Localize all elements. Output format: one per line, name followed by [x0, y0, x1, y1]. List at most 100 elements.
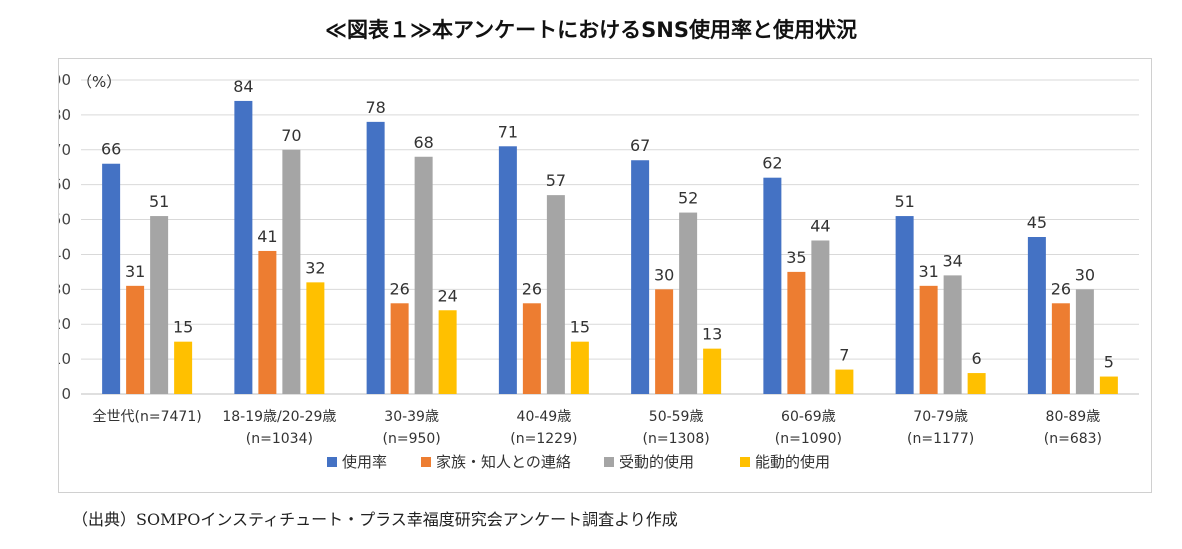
x-tick-label: 70-79歳 — [913, 409, 968, 425]
bar — [174, 341, 193, 394]
data-label: 32 — [305, 258, 325, 277]
data-label: 78 — [365, 98, 385, 117]
data-label: 84 — [233, 77, 253, 96]
x-tick-label: 18-19歳/20-29歳 — [222, 409, 336, 425]
x-tick-label-n: (n=1090) — [775, 431, 842, 447]
bar — [631, 160, 650, 394]
x-tick-label: 全世代(n=7471) — [93, 408, 202, 425]
y-tick-label: 40 — [59, 245, 71, 263]
bar — [126, 285, 145, 394]
bar — [570, 341, 589, 394]
bar — [546, 195, 565, 394]
bar — [438, 310, 457, 394]
bar — [811, 240, 830, 394]
bar — [306, 282, 325, 394]
y-unit-label: （%） — [77, 73, 121, 91]
bar — [943, 275, 962, 394]
legend-swatch — [421, 457, 431, 467]
bar — [703, 348, 722, 394]
data-label: 68 — [413, 133, 433, 152]
bar — [1051, 303, 1070, 394]
data-label: 62 — [762, 154, 782, 173]
data-label: 70 — [281, 126, 301, 145]
bar-chart: 0102030405060708090 （%） 6684787167625145… — [59, 71, 1139, 471]
y-tick-label: 60 — [59, 176, 71, 194]
y-tick-label: 90 — [59, 71, 71, 89]
data-label: 6 — [972, 349, 982, 368]
data-label: 30 — [1075, 265, 1095, 284]
bar — [234, 100, 253, 394]
data-label: 45 — [1027, 213, 1047, 232]
x-tick-label: 40-49歳 — [517, 409, 572, 425]
data-label: 5 — [1104, 353, 1114, 372]
bar — [258, 250, 277, 394]
y-tick-label: 50 — [59, 211, 71, 229]
chart-area: 0102030405060708090 （%） 6684787167625145… — [58, 58, 1152, 493]
bar — [919, 285, 938, 394]
bar — [102, 163, 121, 394]
y-tick-label: 80 — [59, 106, 71, 124]
data-label: 24 — [437, 286, 457, 305]
bar — [679, 212, 698, 394]
bar — [390, 303, 409, 394]
bar — [1099, 376, 1118, 394]
data-label: 52 — [678, 189, 698, 208]
bar — [522, 303, 541, 394]
bar — [835, 369, 854, 394]
bar — [366, 121, 385, 394]
y-tick-label: 0 — [61, 385, 71, 403]
x-tick-label-n: (n=1034) — [246, 431, 313, 447]
gridlines — [81, 79, 1139, 395]
x-tick-label-n: (n=1308) — [643, 431, 710, 447]
bar — [763, 177, 782, 394]
bars — [102, 100, 1118, 394]
data-label: 31 — [918, 262, 938, 281]
data-label: 71 — [498, 122, 518, 141]
legend: 使用率 家族・知人との連絡 受動的使用 能動的使用 — [327, 453, 830, 471]
legend-label: 受動的使用 — [619, 453, 694, 471]
x-axis-ticks: 全世代(n=7471) 18-19歳/20-29歳 (n=1034) 30-39歳 (n… — [93, 408, 1102, 447]
data-label: 44 — [810, 216, 830, 235]
bar — [655, 289, 674, 394]
x-tick-label: 30-39歳 — [384, 409, 439, 425]
data-label: 35 — [786, 248, 806, 267]
data-label: 34 — [942, 251, 962, 270]
bar — [498, 146, 517, 394]
x-tick-label: 50-59歳 — [649, 409, 704, 425]
bar — [1027, 237, 1046, 394]
x-tick-label: 80-89歳 — [1046, 409, 1101, 425]
y-tick-label: 30 — [59, 280, 71, 298]
legend-swatch — [327, 457, 337, 467]
data-label: 15 — [173, 318, 193, 337]
legend-swatch — [604, 457, 614, 467]
data-label: 26 — [389, 279, 409, 298]
data-label: 31 — [125, 262, 145, 281]
source-note: （出典）SOMPOインスティチュート・プラス幸福度研究会アンケート調査より作成 — [72, 510, 678, 529]
data-label: 30 — [654, 265, 674, 284]
data-label: 67 — [630, 136, 650, 155]
data-label: 41 — [257, 227, 277, 246]
bar — [414, 156, 433, 394]
bar — [282, 149, 301, 394]
data-label: 51 — [894, 192, 914, 211]
legend-label: 能動的使用 — [755, 453, 830, 471]
y-axis-ticks: 0 10 20 30 40 50 60 70 80 90 — [59, 71, 71, 403]
y-tick-label: 20 — [59, 315, 71, 333]
legend-label: 使用率 — [342, 453, 387, 471]
data-label: 15 — [570, 318, 590, 337]
data-label: 7 — [839, 346, 849, 365]
data-label: 13 — [702, 325, 722, 344]
bar — [1075, 289, 1094, 394]
chart-title: ≪図表１≫本アンケートにおけるSNS使用率と使用状況 — [325, 18, 857, 42]
data-label: 66 — [101, 140, 121, 159]
y-tick-label: 70 — [59, 141, 71, 159]
x-tick-label-n: (n=683) — [1044, 431, 1102, 447]
bar — [150, 216, 169, 394]
x-tick-label-n: (n=950) — [383, 431, 441, 447]
bar — [895, 216, 914, 394]
x-tick-label-n: (n=1229) — [510, 431, 577, 447]
x-tick-label-n: (n=1177) — [907, 431, 974, 447]
bar — [967, 373, 986, 394]
data-label: 26 — [522, 279, 542, 298]
